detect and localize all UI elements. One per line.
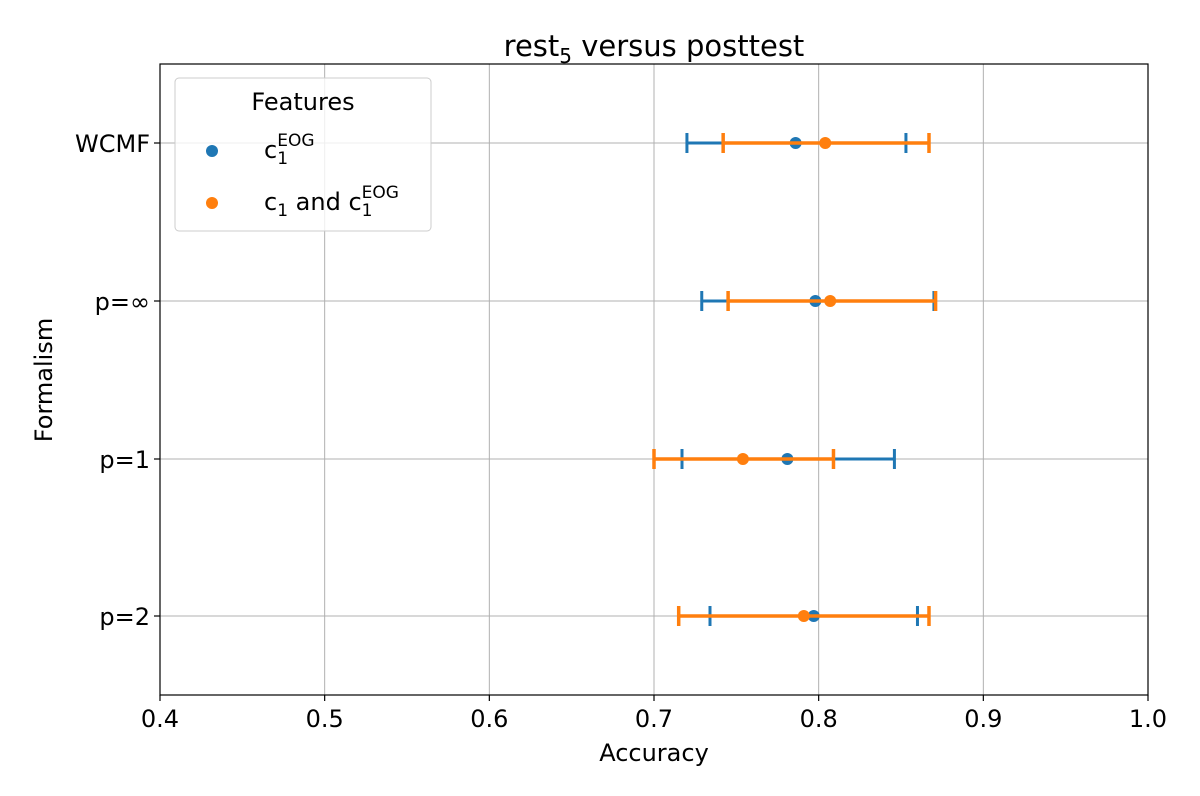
x-axis-label: Accuracy	[599, 739, 709, 767]
legend-base: c	[348, 188, 361, 216]
x-tick-label: 0.6	[470, 705, 508, 733]
legend-joiner: and	[288, 188, 348, 216]
legend-prefix-sub: 1	[277, 201, 288, 221]
data-point	[824, 295, 837, 307]
legend-sub: 1	[362, 201, 373, 221]
x-tick-label: 1.0	[1129, 705, 1167, 733]
y-axis-label: Formalism	[30, 318, 58, 442]
data-point	[819, 137, 832, 149]
legend-marker	[206, 145, 218, 157]
x-tick-label: 0.8	[800, 705, 838, 733]
y-tick-label: WCMF	[75, 130, 150, 158]
chart-title: rest5 versus posttest	[504, 29, 805, 68]
legend-entry-label: c1 and cEOG 1	[264, 183, 399, 221]
title-subscript: 5	[559, 44, 572, 68]
data-point	[797, 610, 810, 622]
legend-box	[174, 77, 432, 232]
legend-marker	[206, 197, 218, 209]
x-tick-label: 0.4	[141, 705, 179, 733]
x-tick-label: 0.9	[964, 705, 1002, 733]
legend-entry-label: cEOG 1	[264, 131, 315, 169]
legend-title: Features	[251, 88, 354, 116]
legend-prefix: c	[264, 188, 277, 216]
x-tick-label: 0.7	[635, 705, 673, 733]
x-tick-label: 0.5	[306, 705, 344, 733]
legend-sub: 1	[277, 149, 288, 169]
title-main: rest	[504, 29, 560, 63]
legend-sup: EOG	[362, 183, 399, 203]
legend-sup: EOG	[277, 131, 314, 151]
y-tick-label: p=∞	[95, 288, 150, 316]
data-point	[736, 453, 749, 465]
legend-base: c	[264, 136, 277, 164]
y-tick-label: p=1	[99, 446, 150, 474]
y-tick-label: p=2	[99, 603, 150, 631]
title-rest: versus posttest	[572, 29, 804, 63]
